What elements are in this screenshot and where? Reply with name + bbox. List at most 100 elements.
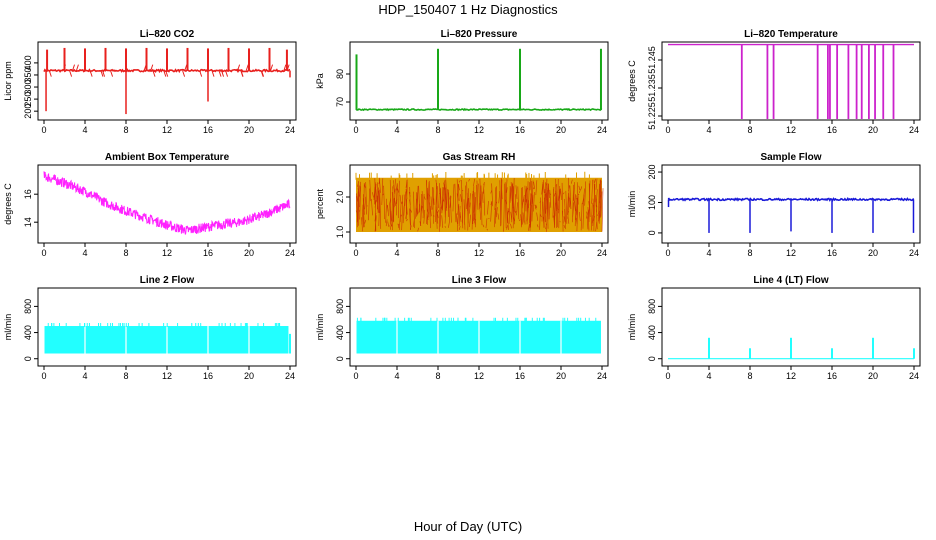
rh-hatch xyxy=(368,188,370,221)
rh-hatch xyxy=(595,198,598,208)
rh-hatch xyxy=(445,179,448,211)
rh-hatch xyxy=(543,189,546,228)
panel-title: Line 4 (LT) Flow xyxy=(753,275,829,286)
rh-hatch xyxy=(393,180,395,192)
rh-hatch xyxy=(556,178,559,228)
rh-hatch xyxy=(539,201,541,203)
rh-hatch xyxy=(393,188,396,208)
x-tick-label: 12 xyxy=(786,125,796,135)
rh-hatch xyxy=(572,202,575,217)
rh-hatch xyxy=(436,211,439,219)
chart-panel-3: Li–820 Temperature 0 4 8 12 16 20 24 51.22551.23… xyxy=(627,29,921,135)
rh-hatch xyxy=(593,179,596,203)
rh-hatch xyxy=(595,205,598,230)
rh-hatch xyxy=(373,187,376,200)
rh-hatch xyxy=(409,199,411,205)
rh-hatch xyxy=(355,210,358,213)
x-tick-label: 0 xyxy=(353,248,358,258)
x-tick-label: 4 xyxy=(706,248,711,258)
rh-hatch xyxy=(521,187,523,225)
rh-hatch xyxy=(467,188,470,207)
x-tick-label: 0 xyxy=(665,371,670,381)
rh-hatch xyxy=(364,219,367,224)
rh-hatch xyxy=(594,178,596,183)
y-axis-label: percent xyxy=(315,188,325,219)
rh-hatch xyxy=(599,206,602,209)
series-line xyxy=(355,171,604,232)
x-tick-label: 8 xyxy=(747,371,752,381)
rh-hatch xyxy=(553,188,555,225)
noise-tick xyxy=(211,70,215,77)
rh-hatch xyxy=(456,193,459,201)
rh-hatch xyxy=(409,208,411,226)
rh-hatch xyxy=(580,186,583,190)
rh-hatch xyxy=(461,189,464,192)
rh-hatch xyxy=(467,198,470,231)
rh-hatch xyxy=(403,194,406,216)
noise-tick xyxy=(163,70,167,77)
x-tick-label: 16 xyxy=(827,125,837,135)
chart-panel-6: Sample Flow 0 4 8 12 16 20 24 0 100 200 ml/min xyxy=(627,152,921,258)
rh-hatch xyxy=(457,205,459,215)
rh-hatch xyxy=(481,191,484,203)
rh-hatch xyxy=(357,191,359,228)
rh-hatch xyxy=(427,210,429,214)
rh-hatch xyxy=(430,196,433,210)
x-tick-label: 4 xyxy=(394,371,399,381)
rh-hatch xyxy=(568,177,570,208)
rh-hatch xyxy=(416,186,419,215)
rh-hatch xyxy=(386,205,389,212)
figure-title: HDP_150407 1 Hz Diagnostics xyxy=(378,2,558,17)
rh-hatch xyxy=(510,223,512,229)
rh-hatch xyxy=(504,182,507,229)
rh-hatch xyxy=(415,192,417,219)
noise-tick xyxy=(199,70,203,77)
rh-hatch xyxy=(374,182,376,205)
rh-hatch xyxy=(518,219,521,222)
rh-hatch xyxy=(542,201,545,222)
rh-hatch xyxy=(536,212,538,221)
y-axis-label: degrees C xyxy=(3,183,13,225)
rh-hatch xyxy=(376,190,379,210)
rh-hatch xyxy=(473,192,476,213)
rh-hatch xyxy=(420,206,423,212)
rh-hatch xyxy=(599,194,601,203)
rh-hatch xyxy=(405,178,408,218)
rh-hatch xyxy=(542,179,545,194)
chart-panel-8: Line 3 Flow 0 4 8 12 16 20 24 0 400 800 ml/min xyxy=(315,275,609,381)
rh-hatch xyxy=(460,194,462,202)
rh-hatch xyxy=(421,191,424,214)
rh-hatch xyxy=(413,191,415,229)
x-tick-label: 0 xyxy=(353,371,358,381)
rh-hatch xyxy=(483,183,485,185)
rh-hatch xyxy=(378,187,380,213)
rh-hatch xyxy=(389,203,392,225)
x-tick-label: 24 xyxy=(597,248,607,258)
rh-hatch xyxy=(530,193,532,220)
rh-hatch xyxy=(395,179,397,191)
x-tick-label: 12 xyxy=(786,371,796,381)
rh-hatch xyxy=(528,223,530,231)
rh-hatch xyxy=(401,201,403,231)
x-tick-label: 20 xyxy=(868,125,878,135)
y-axis-label: Licor ppm xyxy=(3,61,13,101)
x-tick-label: 8 xyxy=(435,371,440,381)
rh-hatch xyxy=(423,209,426,224)
rh-hatch xyxy=(361,204,364,225)
rh-hatch xyxy=(464,185,466,225)
rh-hatch xyxy=(541,183,543,195)
rh-hatch xyxy=(442,197,445,202)
x-tick-label: 16 xyxy=(827,248,837,258)
rh-hatch xyxy=(427,182,430,211)
y-tick-label: 800 xyxy=(23,299,33,314)
x-tick-label: 12 xyxy=(786,248,796,258)
rh-hatch xyxy=(458,226,461,230)
x-tick-label: 8 xyxy=(123,248,128,258)
rh-hatch xyxy=(490,201,492,222)
rh-hatch xyxy=(454,183,457,223)
rh-hatch xyxy=(599,180,602,212)
rh-hatch xyxy=(389,225,392,230)
rh-hatch xyxy=(369,179,372,202)
rh-hatch xyxy=(545,193,547,232)
y-tick-label: 2.0 xyxy=(335,191,345,204)
